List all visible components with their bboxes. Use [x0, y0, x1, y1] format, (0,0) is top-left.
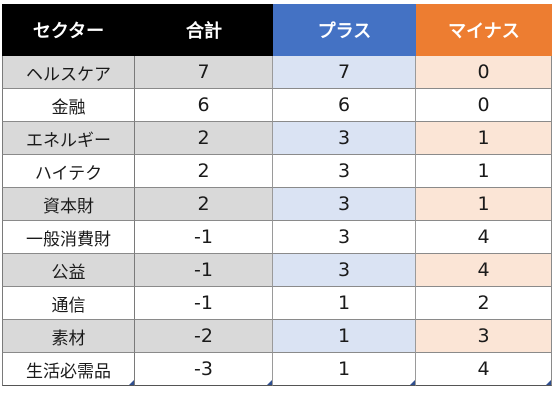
sector-cell[interactable]: エネルギー	[2, 122, 135, 155]
plus-cell-text: 1	[337, 358, 351, 380]
sector-cell[interactable]: 一般消費財	[2, 221, 135, 254]
header-total[interactable]: 合計	[135, 4, 273, 56]
header-row: セクター 合計 プラス マイナス	[2, 4, 552, 56]
minus-cell[interactable]: 3	[416, 320, 552, 353]
header-minus[interactable]: マイナス	[416, 4, 552, 56]
sector-cell[interactable]: 資本財	[2, 188, 135, 221]
minus-cell[interactable]: 1	[416, 155, 552, 188]
sector-cell[interactable]: 生活必需品	[2, 353, 135, 386]
sector-cell[interactable]: 金融	[2, 89, 135, 122]
table-row: 資本財 2 3 1	[2, 188, 552, 221]
total-cell-text: -3	[194, 358, 213, 380]
table-row: 通信 -1 1 2	[2, 287, 552, 320]
plus-cell[interactable]: 1	[273, 320, 416, 353]
table-row: 素材 -2 1 3	[2, 320, 552, 353]
minus-cell[interactable]: 4	[416, 221, 552, 254]
minus-cell[interactable]: 1	[416, 122, 552, 155]
minus-cell[interactable]: 4	[416, 353, 552, 386]
table-row: ヘルスケア 7 7 0	[2, 56, 552, 89]
header-plus[interactable]: プラス	[273, 4, 416, 56]
sector-cell[interactable]: ハイテク	[2, 155, 135, 188]
total-cell[interactable]: 2	[135, 188, 273, 221]
resize-handle-icon[interactable]	[129, 380, 134, 385]
minus-cell[interactable]: 2	[416, 287, 552, 320]
table-row: ハイテク 2 3 1	[2, 155, 552, 188]
header-sector[interactable]: セクター	[2, 4, 135, 56]
minus-cell-text: 4	[477, 358, 490, 380]
total-cell[interactable]: -2	[135, 320, 273, 353]
sector-cell[interactable]: 公益	[2, 254, 135, 287]
plus-cell[interactable]: 3	[273, 155, 416, 188]
total-cell[interactable]: -1	[135, 221, 273, 254]
table-row: 生活必需品 -3 1 4	[2, 353, 552, 386]
sector-cell[interactable]: 素材	[2, 320, 135, 353]
total-cell[interactable]: 2	[135, 122, 273, 155]
total-cell[interactable]: 7	[135, 56, 273, 89]
sector-cell-text: 生活必需品	[26, 361, 111, 382]
table-row: 公益 -1 3 4	[2, 254, 552, 287]
plus-cell[interactable]: 7	[273, 56, 416, 89]
table-row: 金融 6 6 0	[2, 89, 552, 122]
minus-cell[interactable]: 0	[416, 56, 552, 89]
sector-cell[interactable]: 通信	[2, 287, 135, 320]
plus-cell[interactable]: 6	[273, 89, 416, 122]
plus-cell[interactable]: 3	[273, 254, 416, 287]
sector-cell[interactable]: ヘルスケア	[2, 56, 135, 89]
minus-cell[interactable]: 4	[416, 254, 552, 287]
plus-cell[interactable]: 1	[273, 353, 416, 386]
resize-handle-icon[interactable]	[546, 380, 551, 385]
table-row: 一般消費財 -1 3 4	[2, 221, 552, 254]
total-cell[interactable]: 2	[135, 155, 273, 188]
total-cell[interactable]: -3	[135, 353, 273, 386]
resize-handle-icon[interactable]	[267, 380, 272, 385]
sector-table: セクター 合計 プラス マイナス ヘルスケア 7 7 0 金融 6 6 0 エネ…	[2, 4, 552, 386]
plus-cell[interactable]: 1	[273, 287, 416, 320]
resize-handle-icon[interactable]	[410, 380, 415, 385]
total-cell[interactable]: -1	[135, 254, 273, 287]
plus-cell[interactable]: 3	[273, 122, 416, 155]
plus-cell[interactable]: 3	[273, 188, 416, 221]
minus-cell[interactable]: 1	[416, 188, 552, 221]
minus-cell[interactable]: 0	[416, 89, 552, 122]
total-cell[interactable]: -1	[135, 287, 273, 320]
table-row: エネルギー 2 3 1	[2, 122, 552, 155]
total-cell[interactable]: 6	[135, 89, 273, 122]
plus-cell[interactable]: 3	[273, 221, 416, 254]
